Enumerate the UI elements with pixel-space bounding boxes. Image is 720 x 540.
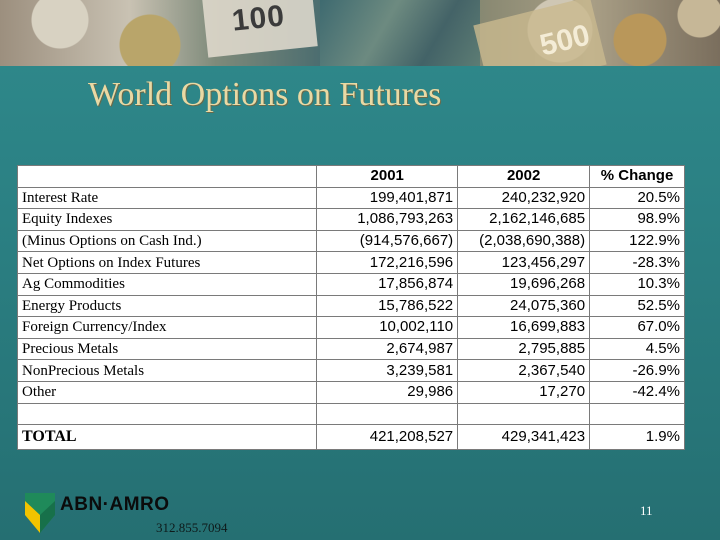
table-row: Net Options on Index Futures 172,216,596… [16,251,685,274]
row-pct-change: 98.9% [589,208,685,231]
row-label: Precious Metals [16,337,318,361]
total-pct-change: 1.9% [589,423,685,450]
table-row: Foreign Currency/Index 10,002,110 16,699… [16,316,685,339]
table-header-row: 2001 2002 % Change [16,165,685,188]
header-2002: 2002 [457,165,591,188]
banner-map-segment [320,0,480,66]
row-label: Net Options on Index Futures [16,251,318,274]
row-label: Foreign Currency/Index [16,316,318,339]
total-value-2002: 429,341,423 [457,423,591,450]
table-row: Energy Products 15,786,522 24,075,360 52… [16,294,685,318]
table-row: Interest Rate 199,401,871 240,232,920 20… [16,186,685,210]
row-label: Ag Commodities [16,272,318,296]
row-value-2001: 15,786,522 [316,294,459,318]
row-value-2001: 10,002,110 [316,316,459,339]
row-pct-change: -26.9% [589,359,685,382]
row-label: Interest Rate [16,186,318,210]
page-number: 11 [640,503,653,518]
row-pct-change: 52.5% [589,294,685,318]
banknote-100-label: 100 [230,0,287,38]
options-futures-table: 2001 2002 % Change Interest Rate 199,401… [16,165,685,450]
spacer-cell [316,402,459,425]
header-category [16,165,318,188]
spacer-cell [589,402,685,425]
row-value-2002: 16,699,883 [457,316,591,339]
row-pct-change: 67.0% [589,316,685,339]
row-value-2002: (2,038,690,388) [457,229,591,253]
spacer-cell [457,402,591,425]
table-row: Ag Commodities 17,856,874 19,696,268 10.… [16,272,685,296]
row-value-2002: 17,270 [457,380,591,404]
row-value-2002: 2,795,885 [457,337,591,361]
table-row: Other 29,986 17,270 -42.4% [16,380,685,404]
row-value-2001: 29,986 [316,380,459,404]
row-label: Energy Products [16,294,318,318]
row-pct-change: 10.3% [589,272,685,296]
table-row: Equity Indexes 1,086,793,263 2,162,146,6… [16,208,685,231]
row-value-2002: 123,456,297 [457,251,591,274]
table-row: (Minus Options on Cash Ind.) (914,576,66… [16,229,685,253]
abn-amro-shield-icon [25,493,55,533]
row-pct-change: -28.3% [589,251,685,274]
brand-wordmark: ABN·AMRO [60,494,170,515]
row-label: Equity Indexes [16,208,318,231]
row-value-2002: 19,696,268 [457,272,591,296]
total-label: TOTAL [16,423,318,450]
table-spacer-row [16,402,685,425]
slide-title: World Options on Futures [88,76,442,113]
phone-number: 312.855.7094 [156,520,228,535]
row-value-2002: 24,075,360 [457,294,591,318]
header-2001: 2001 [316,165,459,188]
header-pct-change: % Change [589,165,685,188]
row-value-2001: 3,239,581 [316,359,459,382]
spacer-cell [16,402,318,425]
table-row: NonPrecious Metals 3,239,581 2,367,540 -… [16,359,685,382]
row-value-2001: 2,674,987 [316,337,459,361]
row-value-2001: 199,401,871 [316,186,459,210]
table-total-row: TOTAL 421,208,527 429,341,423 1.9% [16,423,685,450]
row-pct-change: 122.9% [589,229,685,253]
row-label: Other [16,380,318,404]
row-pct-change: 20.5% [589,186,685,210]
row-value-2002: 240,232,920 [457,186,591,210]
row-pct-change: 4.5% [589,337,685,361]
row-value-2001: 1,086,793,263 [316,208,459,231]
row-label: NonPrecious Metals [16,359,318,382]
total-value-2001: 421,208,527 [316,423,459,450]
row-value-2001: 172,216,596 [316,251,459,274]
row-value-2001: 17,856,874 [316,272,459,296]
table-row: Precious Metals 2,674,987 2,795,885 4.5% [16,337,685,361]
row-value-2001: (914,576,667) [316,229,459,253]
row-value-2002: 2,162,146,685 [457,208,591,231]
row-pct-change: -42.4% [589,380,685,404]
banner-image-currency: 100 500 [0,0,720,66]
row-label: (Minus Options on Cash Ind.) [16,229,318,253]
row-value-2002: 2,367,540 [457,359,591,382]
